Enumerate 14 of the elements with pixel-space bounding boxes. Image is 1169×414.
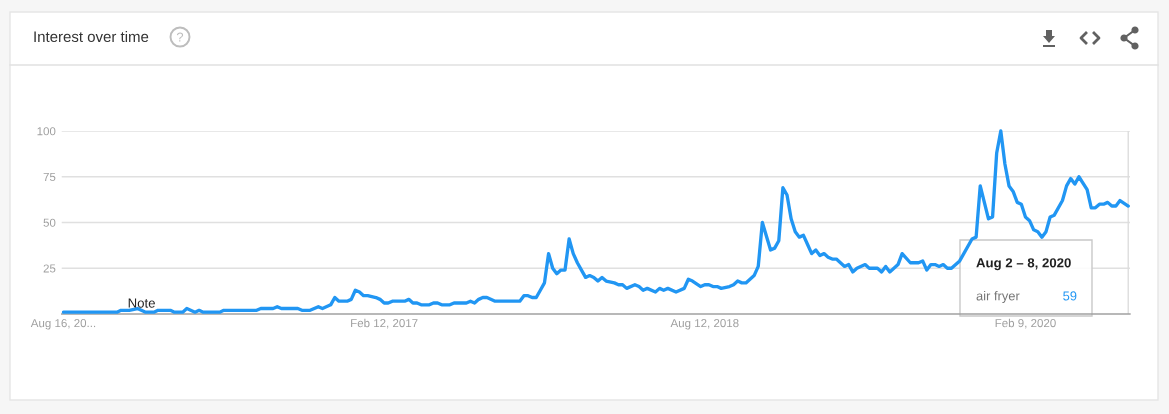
y-tick-label: 25 <box>43 264 56 273</box>
y-tick-label: 75 <box>43 173 56 182</box>
annotation: Aug 2 – 8, 2020 <box>976 258 1071 271</box>
y-tick-label: 100 <box>37 127 56 136</box>
y-tick-label: 50 <box>43 218 56 227</box>
x-tick-label: Feb 9, 2020 <box>995 318 1056 329</box>
annotation: 59 <box>1063 291 1077 301</box>
x-tick-label: Feb 12, 2017 <box>351 318 418 329</box>
annotation: Note <box>128 298 155 308</box>
x-tick-label: Aug 16, 20... <box>30 319 96 330</box>
x-tick-label: Aug 12, 2018 <box>670 319 739 330</box>
line-series <box>61 129 1130 314</box>
text: air fryer <box>976 290 1020 304</box>
chart-title: Interest over time <box>34 31 149 43</box>
